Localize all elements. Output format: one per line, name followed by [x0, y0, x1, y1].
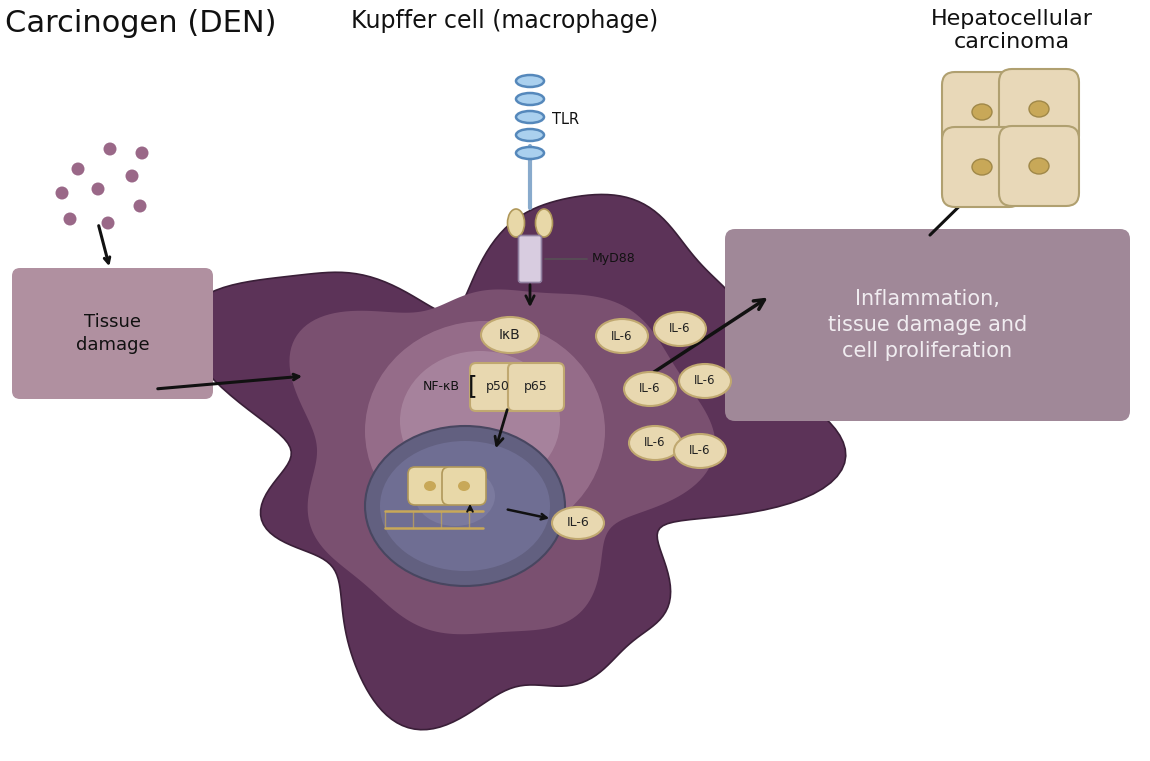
FancyBboxPatch shape	[408, 467, 452, 505]
Ellipse shape	[516, 129, 544, 141]
Ellipse shape	[516, 111, 544, 123]
Circle shape	[63, 212, 77, 225]
Ellipse shape	[552, 507, 604, 539]
Text: IL-6: IL-6	[567, 517, 590, 530]
Text: IL-6: IL-6	[695, 374, 715, 387]
Text: IL-6: IL-6	[689, 444, 711, 457]
FancyBboxPatch shape	[12, 268, 213, 399]
Ellipse shape	[507, 209, 524, 237]
Text: IL-6: IL-6	[612, 330, 633, 342]
FancyBboxPatch shape	[519, 235, 542, 282]
FancyBboxPatch shape	[942, 72, 1022, 152]
Circle shape	[92, 183, 105, 196]
FancyBboxPatch shape	[442, 467, 486, 505]
Text: p65: p65	[524, 380, 547, 393]
FancyBboxPatch shape	[999, 126, 1079, 206]
Ellipse shape	[400, 351, 560, 491]
Ellipse shape	[536, 209, 552, 237]
Circle shape	[55, 186, 69, 199]
Circle shape	[104, 142, 116, 155]
Circle shape	[101, 216, 115, 230]
FancyBboxPatch shape	[724, 229, 1130, 421]
Circle shape	[71, 163, 84, 176]
Text: IκB: IκB	[499, 328, 521, 342]
Ellipse shape	[458, 481, 470, 491]
Ellipse shape	[516, 75, 544, 87]
Ellipse shape	[629, 426, 681, 460]
Text: TLR: TLR	[552, 112, 580, 126]
Text: IL-6: IL-6	[639, 383, 661, 396]
Ellipse shape	[415, 466, 494, 526]
Ellipse shape	[365, 321, 605, 541]
Text: Kupffer cell (macrophage): Kupffer cell (macrophage)	[352, 9, 659, 33]
Ellipse shape	[972, 104, 992, 120]
Text: IL-6: IL-6	[669, 323, 691, 336]
Ellipse shape	[624, 372, 676, 406]
Circle shape	[133, 199, 146, 212]
Text: Carcinogen (DEN): Carcinogen (DEN)	[5, 9, 276, 38]
Ellipse shape	[1029, 101, 1049, 117]
Polygon shape	[185, 195, 845, 730]
Ellipse shape	[654, 312, 706, 346]
Polygon shape	[290, 289, 715, 634]
Ellipse shape	[481, 317, 539, 353]
Ellipse shape	[674, 434, 726, 468]
Text: [: [	[468, 374, 478, 398]
Ellipse shape	[1029, 158, 1049, 174]
Ellipse shape	[365, 426, 565, 586]
Circle shape	[125, 170, 138, 183]
Text: p50: p50	[486, 380, 509, 393]
Text: Hepatocellular
carcinoma: Hepatocellular carcinoma	[932, 9, 1092, 53]
Ellipse shape	[972, 159, 992, 175]
Text: IL-6: IL-6	[644, 437, 666, 450]
FancyBboxPatch shape	[470, 363, 526, 411]
Ellipse shape	[516, 93, 544, 105]
Ellipse shape	[678, 364, 731, 398]
Text: NF-κB: NF-κB	[423, 380, 460, 393]
Text: Inflammation,
tissue damage and
cell proliferation: Inflammation, tissue damage and cell pro…	[828, 288, 1027, 361]
FancyBboxPatch shape	[999, 69, 1079, 149]
Circle shape	[136, 147, 148, 160]
Text: Tissue
damage: Tissue damage	[76, 314, 150, 354]
Ellipse shape	[596, 319, 647, 353]
FancyBboxPatch shape	[508, 363, 564, 411]
Ellipse shape	[380, 441, 550, 571]
Ellipse shape	[516, 147, 544, 159]
FancyBboxPatch shape	[942, 127, 1022, 207]
Text: MyD88: MyD88	[592, 253, 636, 266]
Ellipse shape	[424, 481, 436, 491]
